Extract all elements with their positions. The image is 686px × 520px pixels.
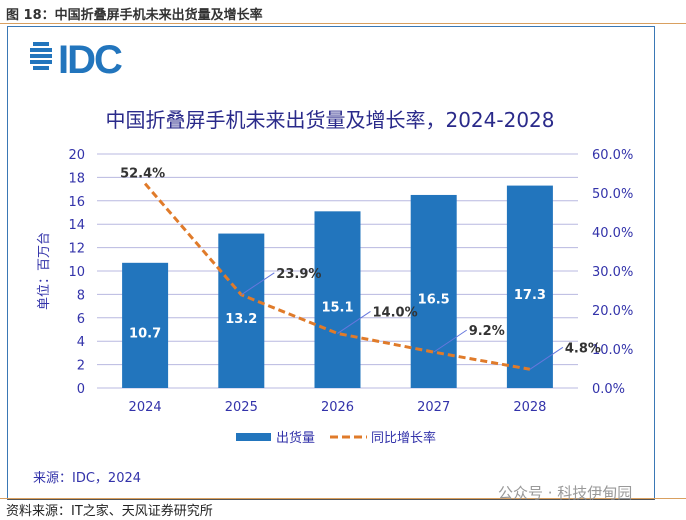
bar bbox=[506, 185, 553, 388]
y-tick-label: 16 bbox=[68, 195, 85, 210]
label-leader bbox=[337, 310, 371, 334]
logo-stripe bbox=[33, 42, 49, 46]
y-tick-label: 18 bbox=[68, 171, 85, 186]
watermark: 公众号 · 科技伊甸园 bbox=[498, 484, 633, 502]
y-tick-label: 14 bbox=[68, 218, 85, 233]
y2-tick-label: 20.0% bbox=[592, 304, 633, 319]
line-label: 9.2% bbox=[469, 324, 505, 339]
figure-caption: 图 18：中国折叠屏手机未来出货量及增长率 bbox=[6, 8, 263, 23]
bar-label: 15.1 bbox=[321, 301, 353, 316]
y-axis-label: 单位：百万台 bbox=[37, 232, 52, 310]
x-tick-label: 2024 bbox=[129, 400, 162, 415]
x-tick-label: 2026 bbox=[321, 400, 354, 415]
legend-line-label: 同比增长率 bbox=[371, 430, 436, 446]
label-leader bbox=[241, 272, 275, 296]
line-label: 52.4% bbox=[120, 167, 165, 182]
bar-label: 13.2 bbox=[225, 312, 257, 327]
chart-title: 中国折叠屏手机未来出货量及增长率，2024-2028 bbox=[105, 108, 554, 132]
y-tick-label: 0 bbox=[77, 382, 85, 397]
y2-tick-label: 60.0% bbox=[592, 148, 633, 163]
source-note: 来源：IDC，2024 bbox=[33, 471, 141, 486]
logo-stripe bbox=[30, 54, 52, 58]
label-leader bbox=[529, 346, 564, 370]
logo-stripe bbox=[30, 48, 52, 52]
divider bbox=[0, 23, 686, 24]
y-tick-label: 8 bbox=[77, 288, 85, 303]
legend-bar-label: 出货量 bbox=[276, 430, 315, 446]
y-tick-label: 12 bbox=[68, 242, 85, 257]
divider bbox=[0, 498, 686, 499]
bar bbox=[314, 211, 361, 388]
bar bbox=[410, 194, 457, 388]
y-tick-label: 2 bbox=[77, 359, 85, 374]
y2-tick-label: 10.0% bbox=[592, 343, 633, 358]
y-tick-label: 4 bbox=[77, 335, 85, 350]
logo-stripe bbox=[30, 60, 52, 64]
bar-label: 16.5 bbox=[418, 292, 450, 307]
y2-tick-label: 40.0% bbox=[592, 226, 633, 241]
legend-bar-swatch bbox=[236, 433, 271, 441]
y-tick-label: 10 bbox=[68, 265, 85, 280]
x-tick-label: 2028 bbox=[513, 400, 546, 415]
y2-tick-label: 30.0% bbox=[592, 265, 633, 280]
x-tick-label: 2025 bbox=[225, 400, 258, 415]
bar-label: 10.7 bbox=[129, 326, 161, 341]
footer-source: 资料来源：IT之家、天风证券研究所 bbox=[6, 504, 213, 519]
line-label: 14.0% bbox=[373, 305, 418, 320]
y-tick-label: 20 bbox=[68, 148, 85, 163]
chart-frame bbox=[7, 26, 655, 500]
idc-logo bbox=[30, 42, 52, 70]
logo-text: IDC bbox=[58, 38, 122, 82]
y2-tick-label: 0.0% bbox=[592, 382, 625, 397]
label-leader bbox=[433, 329, 467, 353]
bar-label: 17.3 bbox=[514, 288, 546, 303]
y-tick-label: 6 bbox=[77, 312, 85, 327]
x-tick-label: 2027 bbox=[417, 400, 450, 415]
line-label: 4.8% bbox=[565, 341, 601, 356]
logo-stripe bbox=[33, 66, 49, 70]
bar bbox=[218, 233, 265, 388]
y2-tick-label: 50.0% bbox=[592, 187, 633, 202]
line-label: 23.9% bbox=[276, 267, 321, 282]
bar bbox=[122, 262, 169, 388]
